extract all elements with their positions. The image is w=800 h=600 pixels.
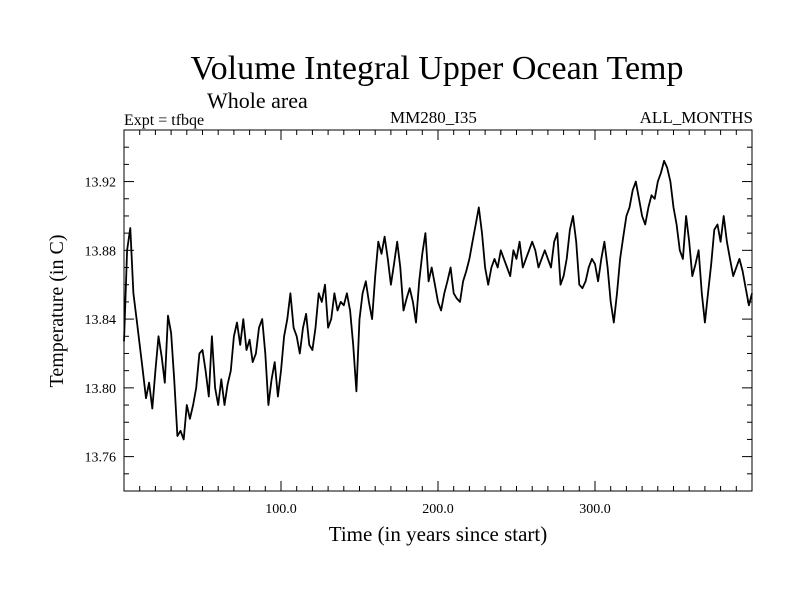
y-tick-label: 13.92 [85, 176, 117, 191]
x-tick-label: 200.0 [422, 502, 454, 517]
axis-tick-labels: 100.0 200.0 300.0 13.76 13.80 13.84 13.88 13.92 [85, 176, 611, 517]
run-label: MM280_I35 [390, 108, 477, 127]
y-tick-label: 13.88 [85, 244, 117, 259]
temperature-series-line [123, 159, 753, 441]
experiment-label: Expt = tfbqe [124, 112, 205, 129]
chart-title: Volume Integral Upper Ocean Temp [190, 50, 684, 87]
chart-subtitle: Whole area [207, 88, 308, 113]
x-axis-label: Time (in years since start) [328, 522, 548, 546]
y-tick-label: 13.84 [85, 313, 117, 328]
axis-ticks [124, 129, 752, 492]
months-label: ALL_MONTHS [639, 108, 753, 127]
y-tick-label: 13.76 [85, 451, 117, 466]
y-tick-label: 13.80 [85, 382, 117, 397]
x-tick-label: 100.0 [265, 502, 297, 517]
x-tick-label: 300.0 [579, 502, 611, 517]
